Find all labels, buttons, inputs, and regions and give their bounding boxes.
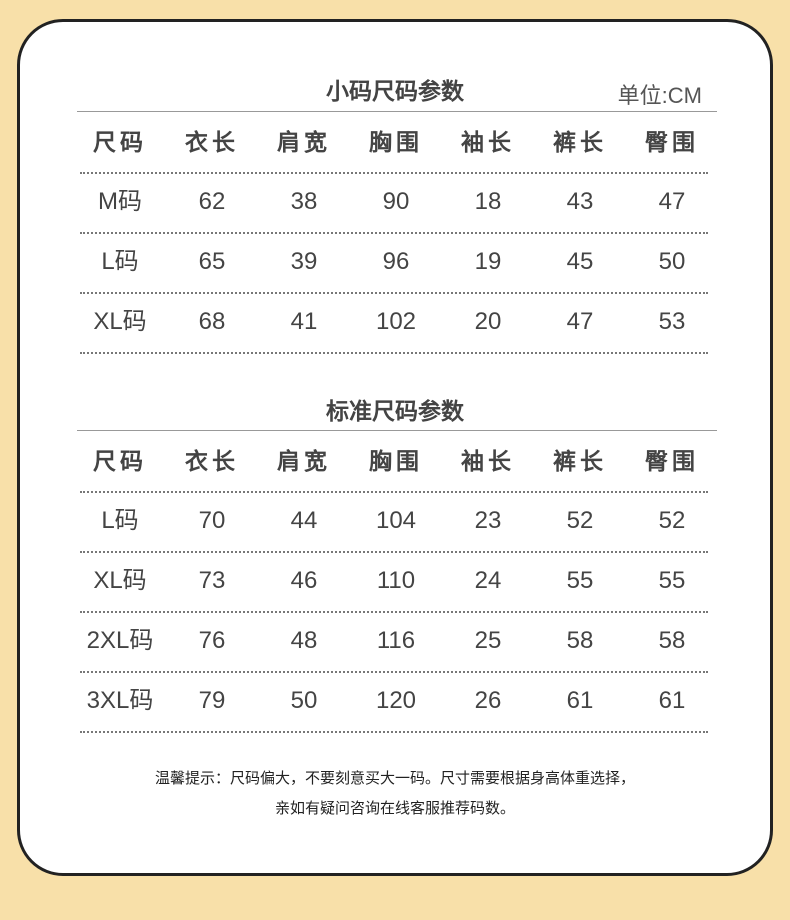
table-cell: XL码 [93,567,147,594]
table-cell: 39 [290,248,318,275]
table-cell: 25 [474,627,502,654]
divider [77,111,717,112]
table-cell: 47 [566,308,594,335]
table-cell: 46 [290,567,318,594]
table-cell: 臀围 [645,129,699,155]
table-cell: 裤长 [553,448,607,474]
table-row: XL码 68 41 102 20 47 53 [0,302,790,342]
table-cell: 47 [658,188,686,215]
table-cell: 55 [566,567,594,594]
dotted-divider [80,232,708,234]
table-cell: 38 [290,188,318,215]
table-cell: 肩宽 [277,448,331,474]
note-line-1: 温馨提示：尺码偏大，不要刻意买大一码。尺寸需要根据身高体重选择， [154,770,635,787]
size-chart-card [17,19,773,876]
dotted-divider [80,491,708,493]
dotted-divider [80,611,708,613]
table-cell: 104 [375,507,417,534]
table-header-row: 尺码 衣长 肩宽 胸围 袖长 裤长 臀围 [0,122,790,162]
table-cell: L码 [101,248,139,275]
table-cell: 68 [198,308,226,335]
table-cell: 19 [474,248,502,275]
dotted-divider [80,731,708,733]
table-cell: 臀围 [645,448,699,474]
table-cell: 76 [198,627,226,654]
table-row: XL码 73 46 110 24 55 55 [0,561,790,601]
table-cell: 90 [382,188,410,215]
table-cell: XL码 [93,308,147,335]
table-cell: 袖长 [461,448,515,474]
table-cell: 肩宽 [277,129,331,155]
table-cell: 61 [566,687,594,714]
table-cell: 70 [198,507,226,534]
table-cell: 52 [566,507,594,534]
dotted-divider [80,551,708,553]
table-cell: 43 [566,188,594,215]
table-cell: 袖长 [461,129,515,155]
table-row: M码 62 38 90 18 43 47 [0,182,790,222]
table-cell: 胸围 [369,129,423,155]
table-cell: 26 [474,687,502,714]
table-cell: 116 [376,627,416,654]
table-cell: 53 [658,308,686,335]
table-cell: 衣长 [185,129,239,155]
table-cell: 50 [290,687,318,714]
table-cell: 50 [658,248,686,275]
table-cell: 55 [658,567,686,594]
table-cell: 41 [290,308,318,335]
table-cell: 79 [198,687,226,714]
table-cell: 2XL码 [86,627,154,654]
table-cell: 尺码 [93,129,147,155]
table-cell: 73 [198,567,226,594]
table-cell: 102 [375,308,417,335]
table-row: L码 65 39 96 19 45 50 [0,242,790,282]
table-cell: 52 [658,507,686,534]
unit-label: 单位:CM [617,83,702,108]
table-cell: 96 [382,248,410,275]
table-cell: M码 [98,188,142,215]
table-cell: 胸围 [369,448,423,474]
dotted-divider [80,671,708,673]
note-line-2: 亲如有疑问咨询在线客服推荐码数。 [274,800,515,817]
table-cell: 裤长 [553,129,607,155]
table-cell: 48 [290,627,318,654]
table-cell: 23 [474,507,502,534]
table-cell: 3XL码 [86,687,154,714]
table-cell: 44 [290,507,318,534]
table-cell: 110 [376,567,416,594]
table-cell: 18 [474,188,502,215]
dotted-divider [80,172,708,174]
table-row: 3XL码 79 50 120 26 61 61 [0,681,790,721]
standard-size-title: 标准尺码参数 [326,398,464,424]
table-cell: 65 [198,248,226,275]
table-row: 2XL码 76 48 116 25 58 58 [0,621,790,661]
table-cell: 衣长 [185,448,239,474]
table-cell: 24 [474,567,502,594]
table-row: L码 70 44 104 23 52 52 [0,501,790,541]
table-cell: 120 [375,687,417,714]
table-cell: 20 [474,308,502,335]
divider [77,430,717,431]
table-cell: 尺码 [93,448,147,474]
table-header-row: 尺码 衣长 肩宽 胸围 袖长 裤长 臀围 [0,441,790,481]
table-cell: 45 [566,248,594,275]
table-cell: 61 [658,687,686,714]
small-size-title: 小码尺码参数 [326,78,464,104]
dotted-divider [80,352,708,354]
table-cell: L码 [101,507,139,534]
table-cell: 58 [566,627,594,654]
table-cell: 58 [658,627,686,654]
dotted-divider [80,292,708,294]
table-cell: 62 [198,188,226,215]
